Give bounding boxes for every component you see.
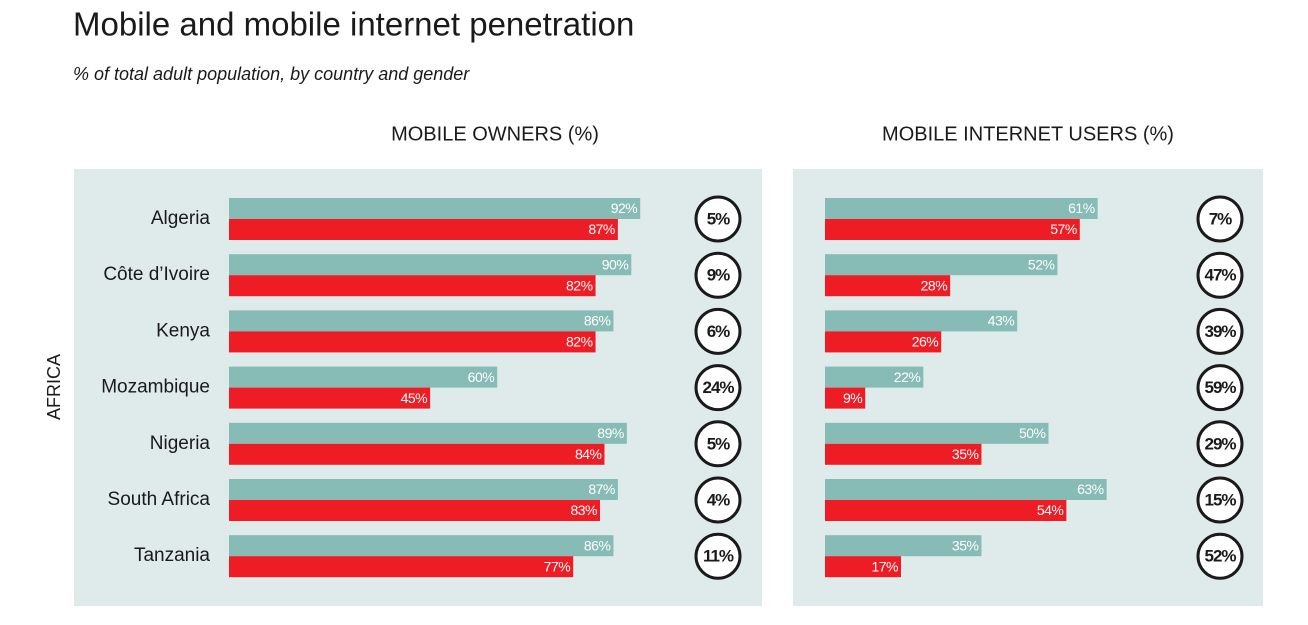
gap-label: 5% xyxy=(707,434,730,453)
value-label: 9% xyxy=(843,390,862,406)
bar xyxy=(229,387,431,409)
value-label: 77% xyxy=(544,558,571,574)
value-label: 82% xyxy=(566,277,593,293)
bar xyxy=(229,219,618,240)
bar xyxy=(229,443,605,465)
value-label: 83% xyxy=(570,502,597,518)
gap-circle xyxy=(694,476,742,524)
bar xyxy=(825,310,1018,332)
category-label: Mozambique xyxy=(101,377,210,398)
bar xyxy=(229,275,596,297)
value-label: 87% xyxy=(588,481,615,497)
gap-label: 15% xyxy=(1204,490,1236,509)
gap-label: 6% xyxy=(707,322,730,341)
panel-title: MOBILE OWNERS (%) xyxy=(391,123,599,145)
gap-label: 52% xyxy=(1204,547,1236,566)
bar xyxy=(825,479,1107,500)
gap-circle xyxy=(694,307,742,355)
gap-circle xyxy=(694,420,742,468)
bar xyxy=(825,366,924,388)
bar xyxy=(825,500,1067,521)
chart-title: Mobile and mobile internet penetration xyxy=(73,6,634,43)
bar xyxy=(229,366,498,388)
value-label: 86% xyxy=(584,537,611,553)
region-label: AFRICA xyxy=(44,354,64,420)
category-label: Nigeria xyxy=(150,433,211,454)
gap-label: 5% xyxy=(707,209,730,228)
bar xyxy=(825,387,866,409)
value-label: 84% xyxy=(575,446,602,462)
bar xyxy=(229,479,618,500)
gap-circle xyxy=(694,251,742,299)
value-label: 35% xyxy=(952,446,979,462)
gap-circle xyxy=(1196,307,1244,355)
value-label: 50% xyxy=(1019,425,1046,441)
gap-circle xyxy=(694,364,742,412)
gap-circle xyxy=(1196,476,1244,524)
category-label: South Africa xyxy=(108,489,211,510)
value-label: 86% xyxy=(584,313,611,329)
value-label: 92% xyxy=(611,200,638,216)
gap-label: 24% xyxy=(702,378,734,397)
value-label: 54% xyxy=(1037,502,1064,518)
gap-circle xyxy=(1196,364,1244,412)
bar xyxy=(825,443,982,465)
bar xyxy=(229,535,614,557)
bar xyxy=(825,198,1098,219)
bar xyxy=(825,219,1080,240)
bar xyxy=(825,422,1049,444)
gap-label: 59% xyxy=(1204,378,1236,397)
gap-circle xyxy=(694,532,742,580)
bar xyxy=(825,556,901,578)
value-label: 63% xyxy=(1077,481,1104,497)
bar xyxy=(825,535,982,557)
value-label: 28% xyxy=(921,277,948,293)
value-label: 57% xyxy=(1050,221,1077,237)
value-label: 43% xyxy=(988,313,1015,329)
gap-label: 4% xyxy=(707,490,730,509)
chart-subtitle: % of total adult population, by country … xyxy=(73,64,470,84)
value-label: 89% xyxy=(597,425,624,441)
bar xyxy=(229,198,641,219)
gap-circle xyxy=(1196,195,1244,243)
gap-label: 39% xyxy=(1204,322,1236,341)
gap-label: 9% xyxy=(707,266,730,285)
gap-circle xyxy=(1196,532,1244,580)
value-label: 17% xyxy=(871,558,898,574)
value-label: 45% xyxy=(401,390,428,406)
bar xyxy=(229,331,596,353)
category-label: Algeria xyxy=(151,208,211,229)
category-label: Tanzania xyxy=(134,545,210,566)
value-label: 90% xyxy=(602,256,629,272)
bar xyxy=(229,556,574,578)
value-label: 60% xyxy=(468,369,495,385)
bar xyxy=(229,422,627,444)
value-label: 52% xyxy=(1028,256,1055,272)
value-label: 22% xyxy=(894,369,921,385)
panel-title: MOBILE INTERNET USERS (%) xyxy=(882,123,1174,145)
gap-circle xyxy=(1196,420,1244,468)
gap-label: 11% xyxy=(703,547,734,566)
value-label: 26% xyxy=(912,334,939,350)
value-label: 82% xyxy=(566,334,593,350)
gap-label: 47% xyxy=(1204,266,1236,285)
value-label: 61% xyxy=(1068,200,1095,216)
value-label: 87% xyxy=(588,221,615,237)
bar xyxy=(825,331,942,353)
bar xyxy=(825,254,1058,276)
bar xyxy=(229,500,601,521)
bar xyxy=(229,254,632,276)
bar xyxy=(825,275,951,297)
value-label: 35% xyxy=(952,537,979,553)
gap-circle xyxy=(694,195,742,243)
bar xyxy=(229,310,614,332)
gap-label: 7% xyxy=(1209,209,1232,228)
category-label: Côte d’Ivoire xyxy=(103,264,210,285)
gap-label: 29% xyxy=(1204,434,1236,453)
gap-circle xyxy=(1196,251,1244,299)
category-label: Kenya xyxy=(156,320,210,341)
